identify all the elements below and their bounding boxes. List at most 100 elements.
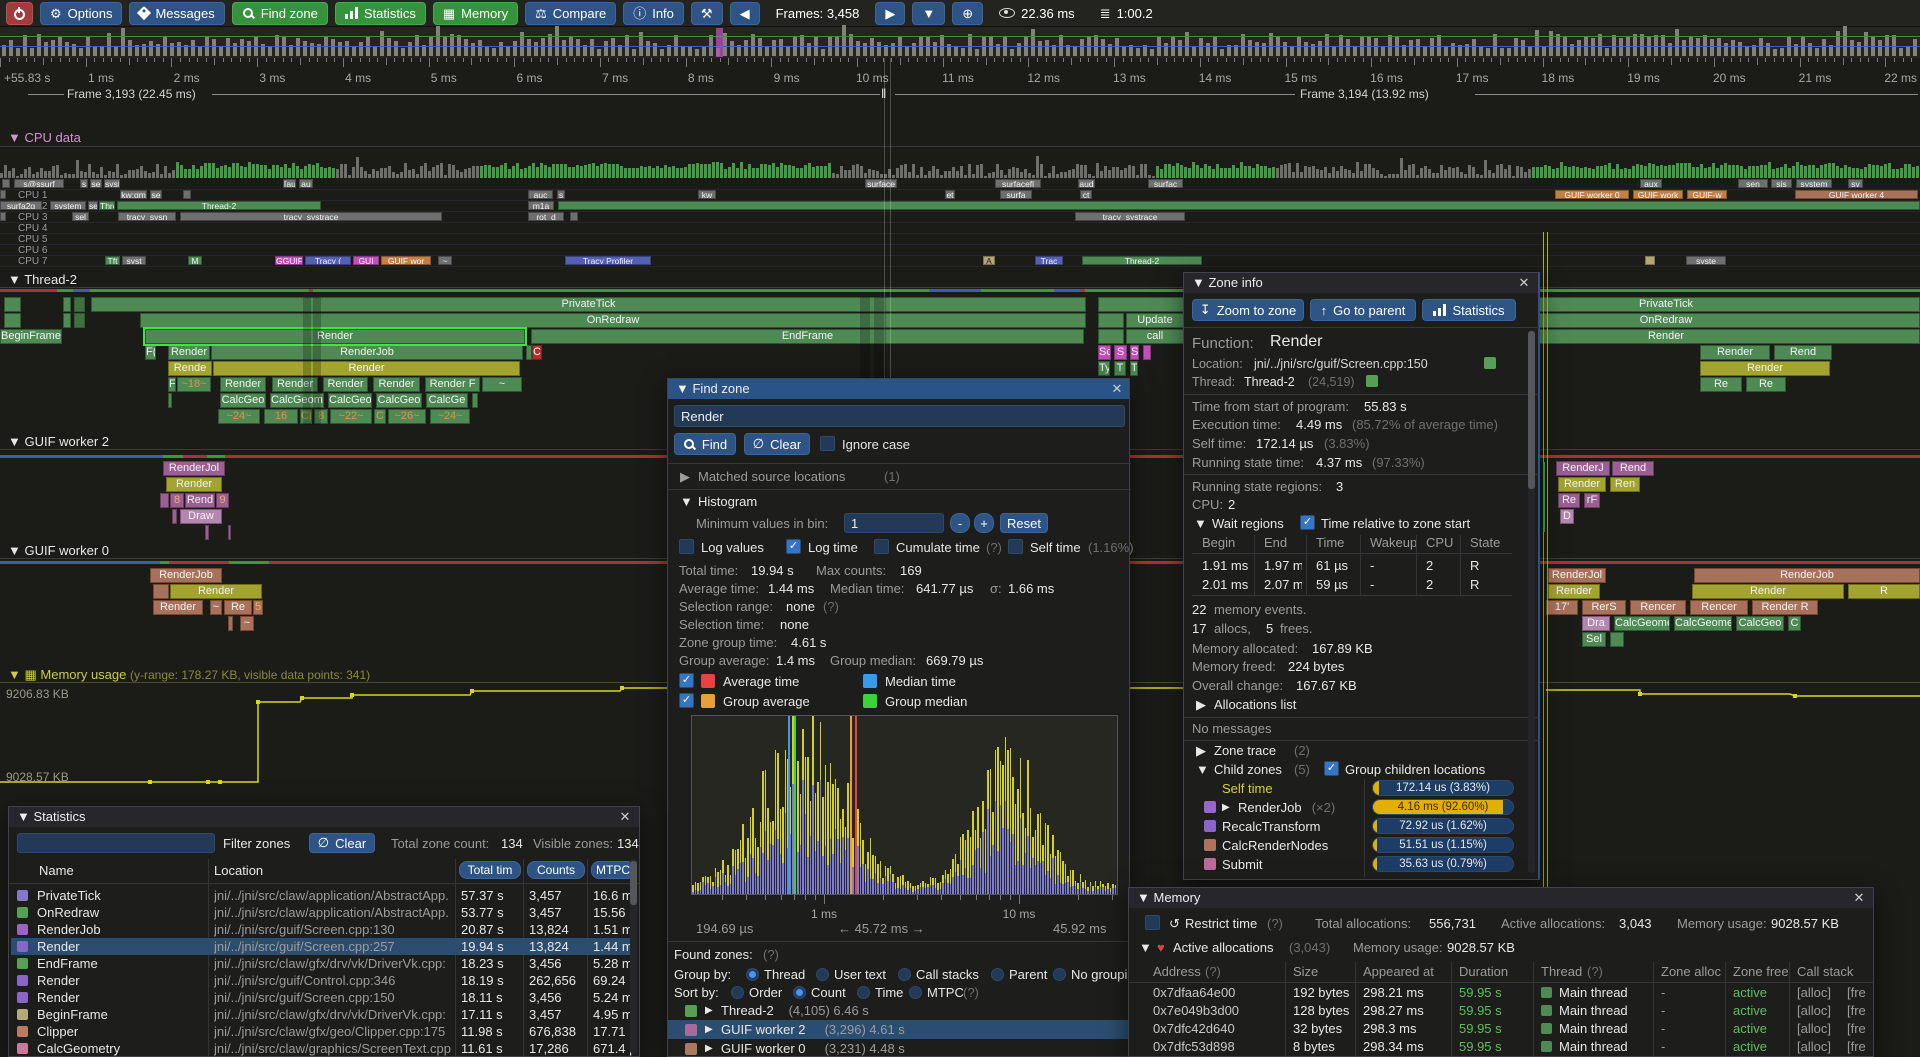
active-alloc-expander[interactable]: ▼	[1139, 940, 1152, 955]
statistics-row[interactable]: OnRedraw jni/../jni/src/claw/application/…	[11, 904, 633, 921]
child-zone-name[interactable]: RecalcTransform	[1222, 819, 1321, 834]
child-zone-name[interactable]: Submit	[1222, 857, 1263, 872]
child-zones-expander[interactable]: ▼	[1196, 762, 1209, 777]
alloc-address[interactable]: 0x7dfc53d898	[1153, 1039, 1235, 1054]
cpu-zone[interactable]: GUIF worker 0	[1555, 190, 1629, 199]
crosshair-button[interactable]: ⊕	[952, 1, 984, 25]
cpu-zone[interactable]: surfa	[1000, 190, 1032, 199]
timeline-zone[interactable]: Re	[1558, 493, 1580, 508]
cpu-zone[interactable]: surface	[865, 179, 897, 188]
timeline-zone[interactable]: EndFrame	[531, 329, 1084, 344]
cumulate-help[interactable]: (?)	[986, 540, 1002, 555]
memory-col-help[interactable]: (?)	[1587, 964, 1603, 979]
statistics-row[interactable]: EndFrame jni/../jni/src/claw/gfx/drv/vk/D…	[11, 955, 633, 972]
cpu-zone[interactable]: GUIF work	[1633, 190, 1683, 199]
histogram-expander[interactable]: ▼	[680, 494, 693, 509]
timeline-zone[interactable]: CalcGe	[426, 393, 468, 408]
timeline-zone[interactable]: R	[1848, 584, 1920, 599]
timeline-zone[interactable]: RerS	[1582, 600, 1626, 615]
restrict-time-checkbox[interactable]	[1145, 915, 1160, 930]
cpu-data-header[interactable]: ▼ CPU data	[8, 130, 81, 145]
timeline-zone[interactable]: Render R	[1752, 600, 1818, 615]
alloc-address[interactable]: 0x7dfc42d640	[1153, 1021, 1235, 1036]
timeline-zone[interactable]: ~24~	[430, 409, 470, 424]
timeline-zone[interactable]: call	[1126, 329, 1184, 344]
cpu-zone[interactable]: sel	[72, 212, 89, 221]
group-expander[interactable]: ▶	[705, 1024, 713, 1035]
timeline-zone[interactable]: Render	[220, 377, 266, 392]
cumulate-time-checkbox[interactable]	[874, 539, 889, 554]
cpu-zone[interactable]: se	[88, 201, 98, 210]
timeline-zone[interactable]: D	[1560, 509, 1574, 524]
wait-regions-expander[interactable]: ▼	[1194, 516, 1207, 531]
log-values-checkbox[interactable]	[679, 539, 694, 554]
timeline-zone[interactable]	[228, 616, 233, 631]
statistics-button[interactable]: Statistics	[334, 1, 426, 25]
found-zone-group-row[interactable]: ▶ Thread-2 (4,105) 6.46 s	[668, 1001, 1131, 1020]
timeline-zone[interactable]: ~18~	[177, 377, 211, 392]
timeline-zone[interactable]: Rencer	[1630, 600, 1686, 615]
sort-by-radio-order[interactable]	[731, 986, 744, 999]
timeline-zone[interactable]: CalcGeo	[220, 393, 266, 408]
cpu-zone[interactable]: au	[299, 179, 313, 188]
cpu-zone[interactable]	[0, 212, 6, 221]
cpu-zone[interactable]: A	[983, 256, 995, 265]
cpu-zone[interactable]: aux	[1640, 179, 1662, 188]
cpu-zone[interactable]: tracy_systrace	[1075, 212, 1185, 221]
group-by-radio-call-stacks[interactable]	[898, 968, 911, 981]
cpu-zone[interactable]: Tracy Profiler	[565, 256, 651, 265]
cpu-zone[interactable]: surfacefl	[995, 179, 1041, 188]
timeline-zone[interactable]: C	[374, 409, 386, 424]
cpu-zone[interactable]: auc	[528, 190, 553, 199]
timeline-zone[interactable]: T	[1130, 361, 1138, 376]
tools-button[interactable]: ⚒	[690, 1, 723, 25]
find-zone-close-icon[interactable]: ✕	[1111, 381, 1123, 396]
timeline-zone[interactable]: 8	[170, 493, 184, 508]
frame-label-2[interactable]: Frame 3,194 (13.92 ms)	[1300, 87, 1429, 101]
statistics-row[interactable]: Render jni/../jni/src/guif/Control.cpp:34…	[11, 972, 633, 989]
memory-usage-plot[interactable]	[0, 660, 1920, 800]
timeline-zone[interactable]	[228, 525, 231, 540]
timeline-zone[interactable]	[74, 297, 85, 312]
timeline-zone[interactable]: Render	[153, 600, 203, 615]
group-children-checkbox[interactable]	[1324, 761, 1339, 776]
statistics-row[interactable]: PrivateTick jni/../jni/src/claw/applicati…	[11, 887, 633, 904]
found-zone-group-row[interactable]: ▶ GUIF worker 2 (3,296) 4.61 s	[668, 1020, 1131, 1039]
frame-overview-strip[interactable]	[0, 25, 1920, 58]
messages-button[interactable]: Messages	[129, 1, 225, 25]
timeline-zone[interactable]: Re	[1746, 377, 1786, 392]
timeline-zone[interactable]	[63, 313, 71, 328]
memory-usage-header[interactable]: ▼ ▦ Memory usage (y-range: 178.27 KB, vi…	[8, 667, 371, 682]
group-by-radio-thread[interactable]	[746, 968, 759, 981]
ignore-case-checkbox[interactable]	[820, 436, 835, 451]
timeline-zone[interactable]: ~	[482, 377, 522, 392]
timeline-zone[interactable]: Render F	[425, 377, 480, 392]
timeline-zone[interactable]: RenderJob	[1694, 568, 1920, 583]
next-frame-button[interactable]: ▶	[875, 1, 906, 25]
cpu-zone[interactable]: kw	[698, 190, 716, 199]
timeline-zone[interactable]: Render	[213, 361, 520, 376]
cpu-zone[interactable]: s@ssurf	[14, 179, 64, 188]
memory-col-header[interactable]: Appeared at	[1363, 964, 1434, 979]
cpu-zone[interactable]: s	[557, 190, 565, 199]
timeline-zone[interactable]: Render	[323, 377, 368, 392]
memory-button[interactable]: ▦ Memory	[432, 1, 519, 25]
statistics-row[interactable]: RenderJob jni/../jni/src/guif/Screen.cpp:…	[11, 921, 633, 938]
clear-button[interactable]: ∅ Clear	[744, 433, 810, 455]
filter-zones-input[interactable]	[17, 833, 215, 853]
cpu-zone[interactable]: Thread-2	[117, 201, 321, 210]
timeline-zone[interactable]	[472, 393, 478, 408]
statistics-close-icon[interactable]: ✕	[619, 809, 631, 824]
memory-col-header[interactable]: Zone alloc	[1661, 964, 1721, 979]
cpu-zone[interactable]	[183, 190, 191, 199]
zone-info-scrollbar[interactable]	[1528, 331, 1535, 489]
cpu-zone[interactable]: M	[188, 256, 202, 265]
cpu-zone[interactable]: tracy_sysn	[118, 212, 176, 221]
timeline-zone[interactable]: Dra	[1582, 616, 1610, 631]
cpu-zone[interactable]	[558, 201, 1920, 210]
timeline-zone[interactable]: Sc	[1098, 345, 1111, 360]
options-button[interactable]: ⚙ Options	[40, 1, 123, 25]
timeline-zone[interactable]: RenderJob	[150, 568, 222, 583]
timeline-zone[interactable]: ~	[240, 616, 254, 631]
timeline-zone[interactable]	[160, 493, 169, 508]
